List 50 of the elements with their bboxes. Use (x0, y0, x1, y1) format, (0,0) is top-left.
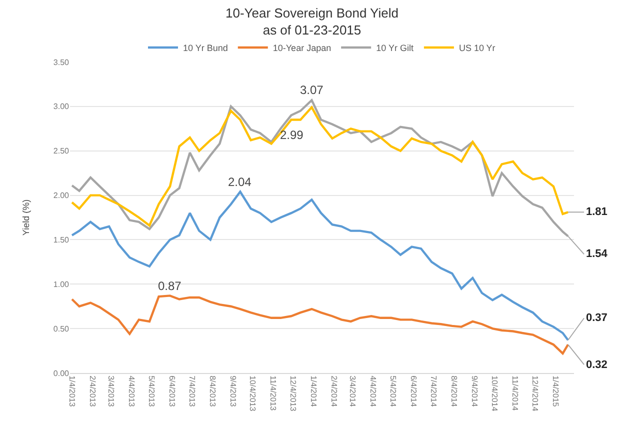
x-tick-label: 8/4/2013 (208, 376, 217, 408)
x-tick-label: 4/4/2014 (368, 376, 378, 408)
x-tick-label: 1/4/2015 (550, 376, 560, 408)
x-tick-label: 6/4/2014 (409, 376, 418, 408)
x-tick-label: 9/4/2013 (228, 376, 238, 408)
y-axis-title: Yield (%) (20, 199, 31, 236)
x-tick-label: 9/4/2014 (470, 376, 480, 408)
legend-label: US 10 Yr (458, 43, 496, 54)
annotation: 1.54 (586, 248, 608, 260)
legend-label: 10-Year Japan (272, 43, 332, 54)
y-tick-label: 2.50 (53, 146, 70, 156)
x-tick-label: 5/4/2014 (388, 376, 398, 408)
annotation: 0.32 (586, 359, 608, 371)
annotation: 1.81 (586, 206, 608, 218)
x-tick-label: 7/4/2013 (187, 376, 196, 408)
chart-subtitle: as of 01-23-2015 (262, 22, 362, 38)
y-tick-label: 0.00 (53, 368, 70, 378)
x-tick-label: 6/4/2013 (167, 376, 176, 408)
chart-title: 10-Year Sovereign Bond Yield (226, 6, 398, 21)
x-tick-label: 2/4/2013 (88, 376, 97, 408)
x-tick-label: 10/4/2013 (248, 376, 258, 412)
legend-label: 10 Yr Bund (183, 43, 228, 54)
annotation: 3.07 (300, 83, 324, 97)
x-tick-label: 5/4/2013 (146, 376, 156, 408)
x-tick-label: 1/4/2013 (67, 376, 76, 408)
x-tick-label: 12/4/2014 (530, 376, 540, 412)
y-tick-label: 1.50 (53, 236, 70, 245)
x-tick-label: 1/4/2014 (309, 376, 318, 408)
annotation: 0.87 (158, 279, 182, 293)
annotation: 0.37 (586, 312, 608, 324)
x-tick-label: 4/4/2013 (126, 376, 136, 408)
y-tick-label: 0.50 (53, 324, 70, 334)
line-series (70, 190, 570, 342)
line-series (70, 294, 570, 355)
x-tick-label: 12/4/2013 (288, 376, 298, 412)
annotation: 2.04 (228, 175, 252, 189)
x-tick-label: 10/4/2014 (490, 376, 499, 412)
y-tick-label: 3.00 (53, 102, 70, 112)
legend-label: 10 Yr Gilt (376, 43, 414, 54)
x-tick-label: 3/4/2014 (348, 376, 358, 408)
x-tick-label: 11/4/2013 (268, 376, 278, 412)
x-tick-label: 8/4/2014 (450, 376, 459, 408)
x-tick-label: 2/4/2014 (330, 376, 339, 408)
x-tick-label: 11/4/2014 (510, 376, 520, 412)
annotation: 2.99 (280, 128, 304, 142)
y-tick-label: 1.00 (53, 280, 70, 289)
x-tick-label: 7/4/2014 (429, 376, 438, 408)
y-tick-label: 2.00 (53, 191, 70, 200)
x-tick-label: 3/4/2013 (106, 376, 116, 408)
y-tick-label: 3.50 (53, 58, 70, 67)
